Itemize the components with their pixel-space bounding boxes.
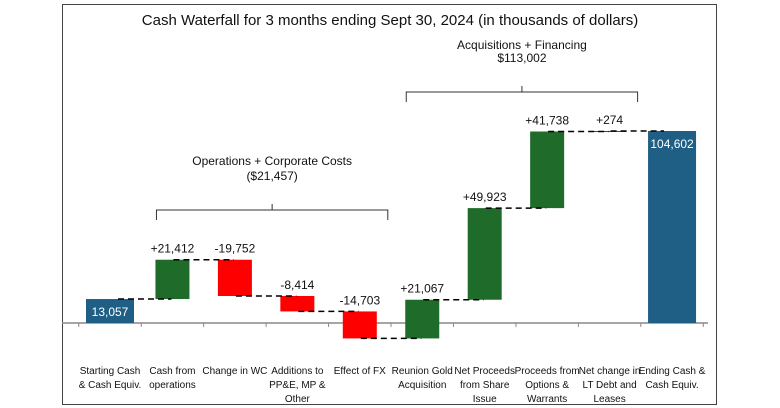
bracket [155, 204, 389, 220]
data-label: +21,067 [400, 282, 444, 296]
category-label: Issue [473, 394, 497, 405]
bar-8 [592, 131, 627, 132]
annotation-label: Operations + Corporate Costs [192, 154, 352, 168]
data-label: +21,412 [151, 242, 195, 256]
data-label: -8,414 [280, 278, 314, 292]
bar-2 [217, 259, 252, 296]
bar-5 [405, 299, 440, 339]
category-label: from Share [460, 380, 510, 391]
category-label: Additions to [271, 366, 324, 377]
bar-1 [155, 259, 190, 300]
chart-frame [62, 4, 717, 405]
bar-7 [530, 131, 565, 209]
annotation-label: ($21,457) [246, 169, 297, 183]
category-label: PP&E, MP & [269, 380, 326, 391]
bar-6 [467, 208, 502, 300]
category-label: Cash Equiv. [645, 380, 698, 391]
category-label: Starting Cash [80, 366, 141, 377]
category-label: Acquisition [398, 380, 446, 391]
category-label: Other [285, 394, 311, 405]
category-label: Effect of FX [334, 366, 386, 377]
bracket [405, 86, 639, 102]
category-label: Proceeds from [515, 366, 580, 377]
data-label: -19,752 [215, 242, 256, 256]
bar-4 [342, 311, 377, 339]
data-label: +49,923 [463, 190, 507, 204]
category-label: Change in WC [202, 366, 267, 377]
data-label: -14,703 [339, 293, 380, 307]
category-label: Net change in [579, 366, 641, 377]
bar-3 [280, 295, 315, 312]
category-label: Warrants [527, 394, 567, 405]
data-label: +274 [596, 113, 623, 127]
chart-title: Cash Waterfall for 3 months ending Sept … [142, 12, 638, 29]
category-label: operations [149, 380, 196, 391]
category-label: Cash from [149, 366, 195, 377]
data-label: +41,738 [525, 114, 569, 128]
category-label: & Cash Equiv. [79, 380, 142, 391]
category-label: Options & [525, 380, 569, 391]
category-label: Net Proceeds [454, 366, 515, 377]
annotation-label: Acquisitions + Financing [457, 38, 587, 52]
data-label: 13,057 [92, 305, 129, 319]
data-label: 104,602 [650, 137, 694, 151]
annotation-label: $113,002 [497, 51, 546, 65]
category-label: Leases [593, 394, 625, 405]
category-label: Reunion Gold [392, 366, 453, 377]
bar-0 [86, 299, 134, 323]
category-label: LT Debt and [583, 380, 637, 391]
bar-9 [648, 131, 697, 323]
category-label: Ending Cash & [639, 366, 706, 377]
